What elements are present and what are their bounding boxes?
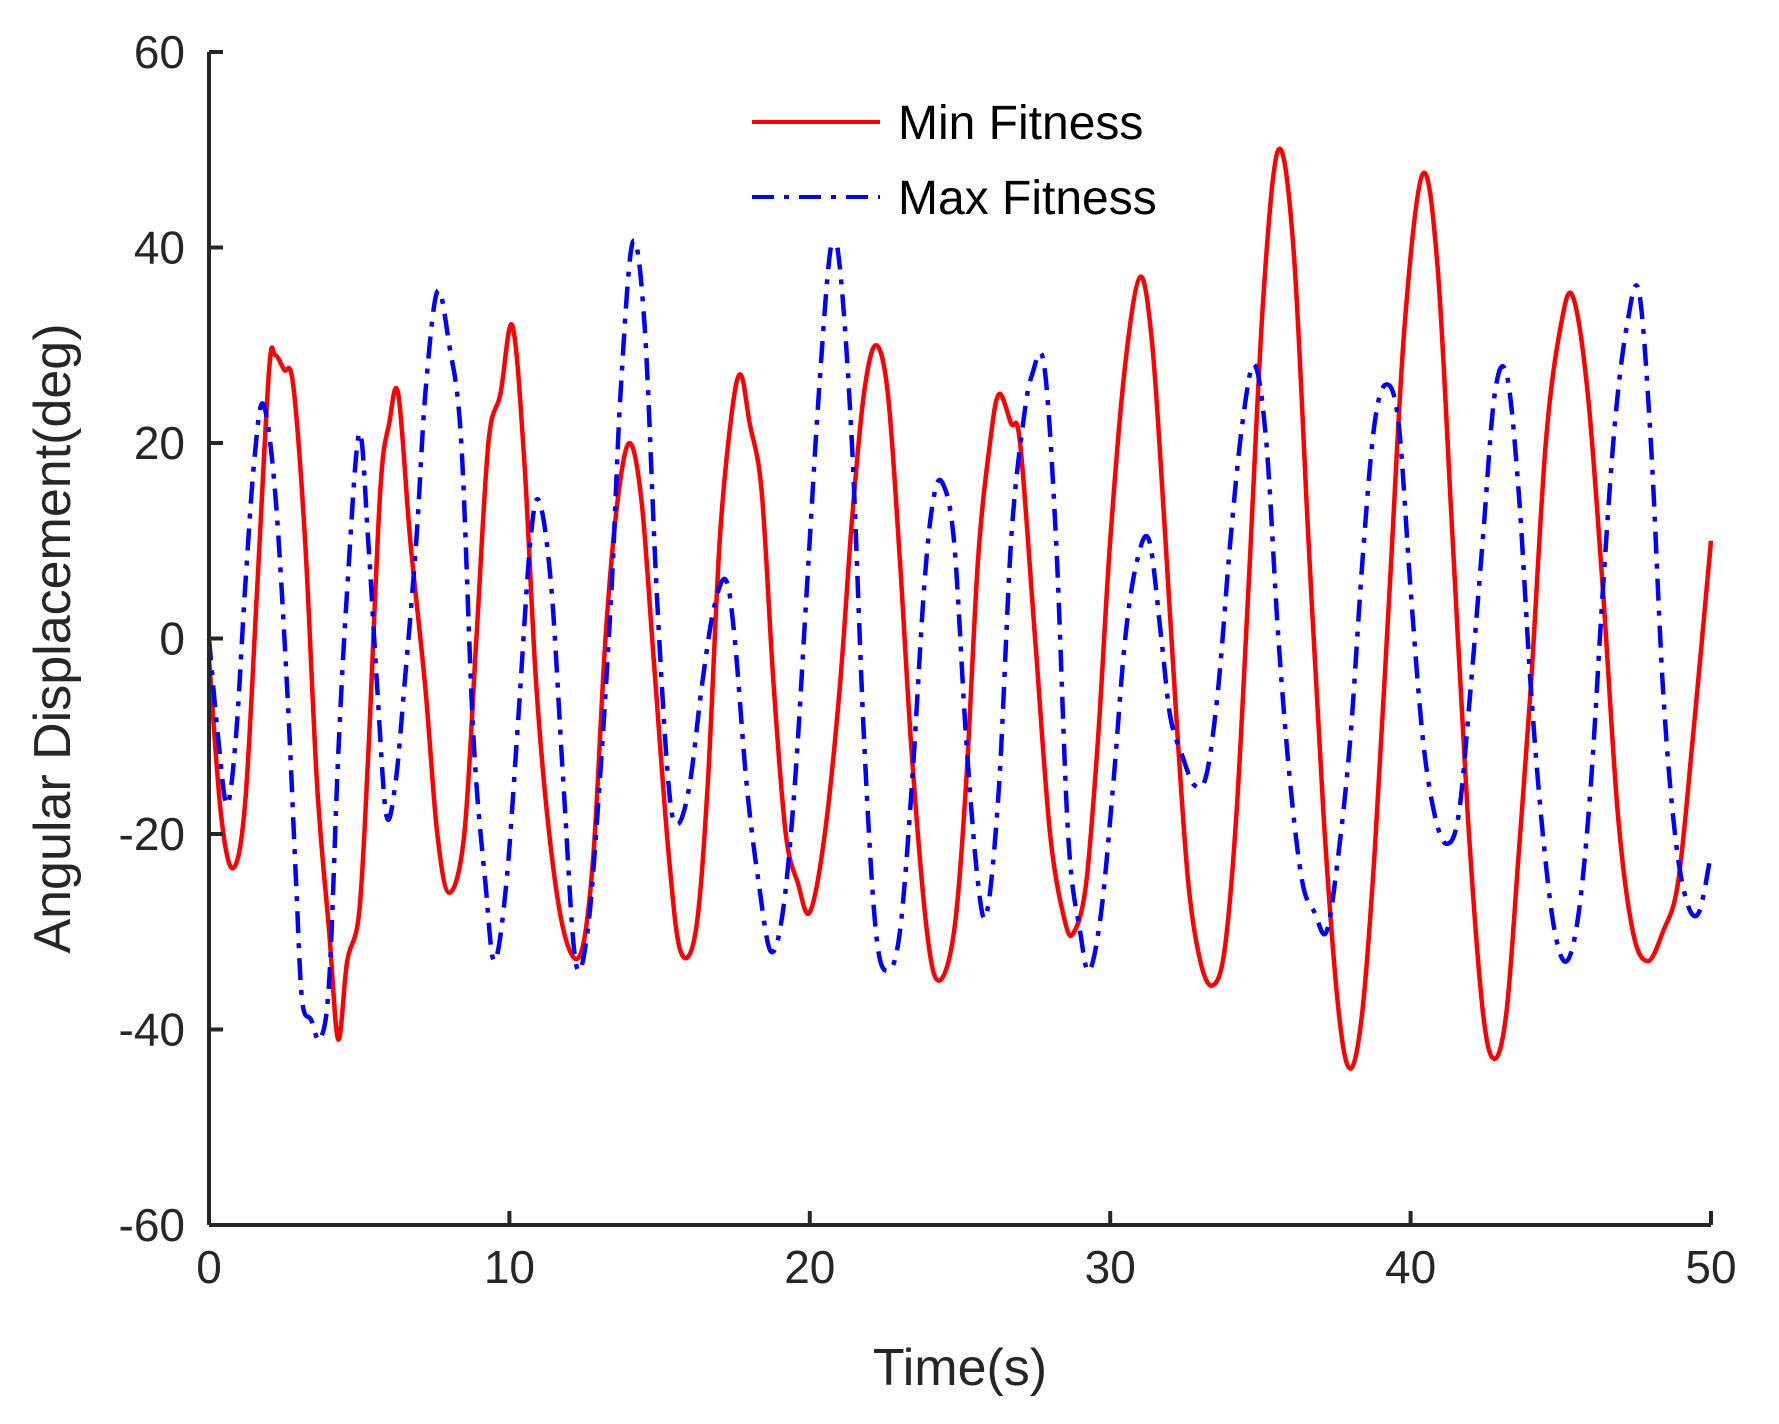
y-tick-label: -60 [119,1199,185,1251]
x-axis-title: Time(s) [873,1339,1047,1397]
series-lines [206,146,1714,1071]
y-tick-label: 40 [134,222,185,274]
y-ticks: -60 -40 -20 0 20 40 60 [119,26,223,1251]
y-tick-label: 0 [159,613,185,665]
x-ticks: 0 10 20 30 40 50 [196,1211,1737,1293]
y-tick-label: 20 [134,417,185,469]
x-tick-label: 40 [1385,1241,1436,1293]
legend-label-max-fitness: Max Fitness [898,172,1157,225]
y-tick-label: 60 [134,26,185,78]
y-tick-label: -40 [119,1004,185,1056]
series-line-max-fitness [206,233,1714,1043]
legend-box [745,90,1215,240]
y-axis-title: Angular Displacement(deg) [24,323,82,953]
x-tick-label: 0 [196,1241,222,1293]
series-line-min-fitness [206,146,1714,1071]
x-tick-label: 30 [1085,1241,1136,1293]
y-tick-label: -20 [119,808,185,860]
legend: Min Fitness Max Fitness [745,90,1215,240]
legend-label-min-fitness: Min Fitness [898,97,1143,150]
x-tick-label: 50 [1685,1241,1736,1293]
x-tick-label: 10 [484,1241,535,1293]
x-tick-label: 20 [784,1241,835,1293]
